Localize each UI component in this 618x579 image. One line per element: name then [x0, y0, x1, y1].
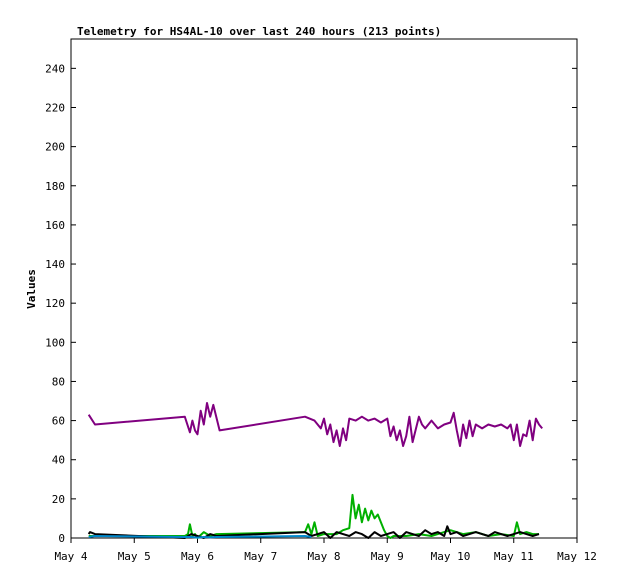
y-tick-label: 40: [52, 454, 65, 467]
x-tick-label: May 4: [54, 550, 87, 563]
x-tick-label: May 9: [371, 550, 404, 563]
x-tick-label: May 7: [244, 550, 277, 563]
series-line-2: [87, 525, 540, 539]
x-tick-label: May 5: [118, 550, 151, 563]
x-tick-label: May 11: [494, 550, 534, 563]
y-tick-label: 140: [45, 258, 65, 271]
x-tick-label: May 8: [307, 550, 340, 563]
y-tick-label: 180: [45, 180, 65, 193]
y-tick-label: 80: [52, 375, 65, 388]
y-axis-label: Values: [25, 269, 38, 309]
x-tick-label: May 10: [431, 550, 471, 563]
y-tick-label: 0: [58, 532, 65, 545]
y-tick-label: 240: [45, 62, 65, 75]
y-tick-label: 120: [45, 297, 65, 310]
y-tick-label: 220: [45, 101, 65, 114]
y-tick-label: 200: [45, 141, 65, 154]
y-tick-label: 60: [52, 415, 65, 428]
x-tick-label: May 6: [181, 550, 214, 563]
series-line-0: [87, 402, 543, 447]
x-tick-label: May 12: [557, 550, 597, 563]
chart-title: Telemetry for HS4AL-10 over last 240 hou…: [77, 25, 441, 38]
series-layer: [87, 402, 543, 539]
y-tick-label: 20: [52, 493, 65, 506]
y-tick-label: 160: [45, 219, 65, 232]
y-tick-label: 100: [45, 336, 65, 349]
series-line-1: [88, 493, 539, 539]
y-axis: 0 20 40 60 80 100 120 140 160 180 200 220 240: [45, 62, 577, 545]
plot-frame: [70, 38, 578, 539]
series-line-3: [88, 535, 312, 539]
x-axis: May 4 May 5 May 6 May 7 May 8 May 9 May 10 May …: [54, 538, 597, 563]
